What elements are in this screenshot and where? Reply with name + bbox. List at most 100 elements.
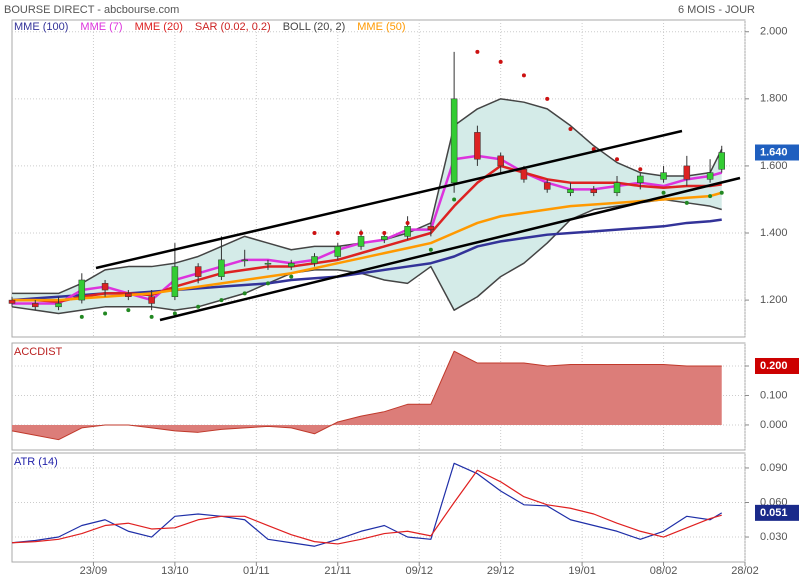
indicator-line (11, 462, 723, 547)
sar-dot (521, 73, 526, 78)
sar-dot (289, 274, 294, 279)
candle-body (357, 236, 365, 247)
candle-body (613, 182, 621, 194)
candle-body (264, 262, 272, 265)
candle-body (101, 283, 109, 291)
header-title: BOURSE DIRECT - abcbourse.com (4, 4, 179, 16)
x-tick-label: 19/01 (568, 565, 596, 577)
sar-dot (196, 304, 201, 309)
legend-entry: SAR (0.02, 0.2) (195, 21, 271, 33)
legend-entry: BOLL (20, 2) (283, 21, 346, 33)
sar-dot (382, 231, 387, 236)
candle-body (450, 98, 458, 183)
trend-line (95, 129, 683, 270)
candle-body (334, 246, 342, 257)
y-tick-label: 1.400 (760, 227, 788, 239)
candle-body (427, 226, 435, 230)
candle-body (706, 172, 714, 180)
candle-body (567, 189, 574, 194)
candle-body (543, 182, 551, 190)
y-tick-label: 0.090 (760, 462, 788, 474)
sar-dot (638, 167, 643, 172)
sar-dot (615, 157, 620, 162)
x-tick-label: 01/11 (243, 565, 270, 577)
moving-average (12, 191, 723, 302)
sar-dot (708, 194, 713, 199)
candle-body (660, 172, 667, 180)
area-line (11, 350, 722, 441)
sar-dot (719, 190, 724, 195)
y-tick-label: 0.000 (760, 419, 788, 431)
candle-body (78, 279, 86, 301)
y-tick-label: 0.030 (760, 531, 788, 543)
sar-dot (498, 59, 503, 64)
sar-dot (545, 96, 550, 101)
sar-dot (359, 231, 364, 236)
legend-entry: MME (7) (80, 21, 122, 33)
candle-body (718, 152, 725, 170)
bollinger-band (12, 98, 722, 314)
candle-body (497, 155, 504, 167)
candle-body (287, 262, 295, 267)
legend-entry: MME (50) (357, 21, 405, 33)
x-tick-label: 28/02 (731, 565, 759, 577)
legend-entry: MME (100) (14, 21, 68, 33)
candle-body (474, 132, 481, 160)
y-tick-label: 0.100 (760, 389, 788, 401)
indicator-line (11, 469, 722, 545)
y-tick-label: 2.000 (760, 26, 788, 38)
sar-dot (428, 247, 433, 252)
candle-body (32, 303, 39, 308)
sar-dot (684, 200, 689, 205)
last-value-box (755, 504, 799, 521)
candle-body (381, 236, 388, 240)
sar-dot (126, 308, 131, 313)
y-tick-label: 1.600 (760, 160, 788, 172)
candle-body (637, 175, 644, 183)
candle-body (194, 266, 202, 277)
x-tick-label: 09/12 (405, 565, 433, 577)
candle-body (8, 299, 16, 304)
candle-body (590, 189, 597, 194)
sar-dot (405, 220, 410, 225)
x-tick-label: 21/11 (324, 565, 351, 577)
sar-dot (242, 291, 247, 296)
candle-body (241, 259, 248, 262)
sar-dot (335, 231, 340, 236)
sar-dot (661, 190, 666, 195)
sar-dot (219, 298, 224, 303)
y-tick-label: 1.200 (760, 294, 788, 306)
sar-dot (452, 197, 457, 202)
last-value-label: 0.051 (760, 507, 788, 519)
plots (8, 19, 749, 566)
last-value-label: 0.200 (760, 360, 788, 372)
candle-body (55, 303, 62, 308)
sar-dot (265, 281, 270, 286)
labels: 1.200 1.400 1.600 1.800 2.000 1.640 0.000 0.100… (14, 21, 799, 577)
sar-dot (568, 127, 573, 132)
candle-body (683, 165, 691, 180)
trend-line (159, 176, 741, 322)
area (12, 351, 722, 440)
candle-body (311, 256, 318, 264)
x-tick-label: 23/09 (80, 565, 108, 577)
candle-body (171, 266, 179, 297)
x-tick-label: 13/10 (161, 565, 189, 577)
candle-body (148, 296, 155, 304)
last-value-box (755, 144, 799, 161)
last-value-label: 1.640 (760, 146, 788, 158)
x-tick-label: 08/02 (650, 565, 678, 577)
x-tick-label: 29/12 (487, 565, 515, 577)
panel-label: ACCDIST (14, 346, 63, 358)
sar-dot (103, 311, 108, 316)
bollinger-lower (11, 198, 722, 315)
sar-dot (79, 314, 84, 319)
sar-dot (149, 314, 154, 319)
sar-dot (475, 49, 480, 54)
candle-body (125, 293, 132, 297)
panel-label: ATR (14) (14, 456, 58, 468)
candle-body (520, 169, 528, 180)
candle-body (218, 259, 225, 277)
candle-body (404, 226, 411, 237)
